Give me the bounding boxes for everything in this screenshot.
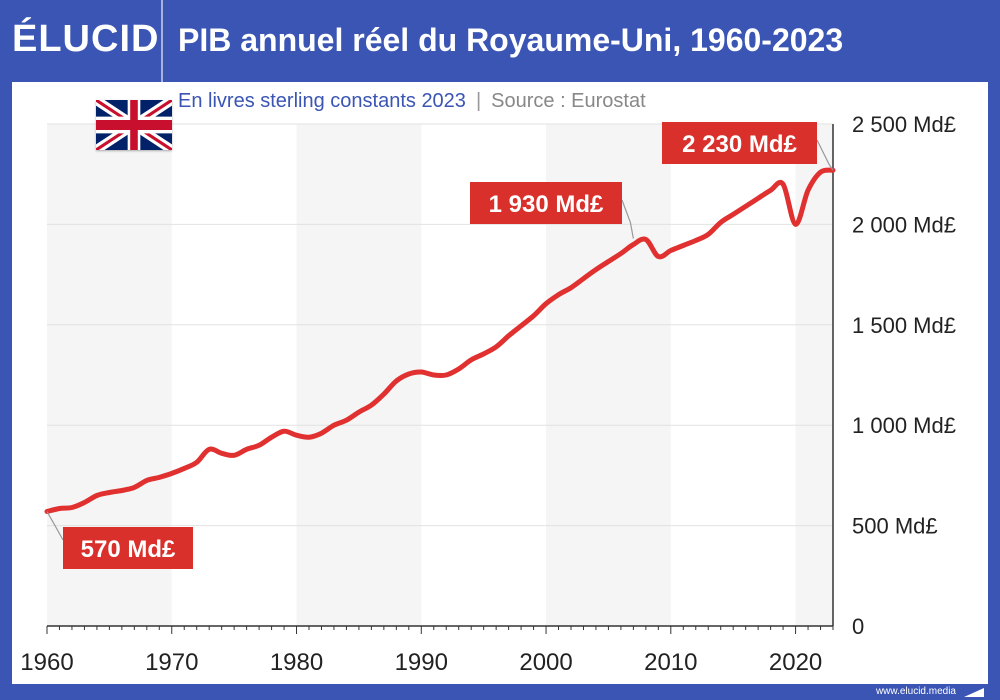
- uk-flag-icon: [96, 100, 172, 150]
- x-tick-label: 2020: [769, 649, 822, 676]
- y-tick-label: 2 500 Md£: [852, 112, 956, 137]
- header-divider: [161, 0, 163, 82]
- y-tick-label: 1 000 Md£: [852, 413, 956, 438]
- annotation-box: [470, 182, 622, 224]
- annotation-leader: [816, 139, 834, 171]
- x-tick-label: 1960: [20, 649, 73, 676]
- y-tick-label: 0: [852, 614, 864, 639]
- annotation-box: [63, 527, 193, 569]
- annotation-label: 570 Md£: [81, 536, 176, 563]
- annotation-leader: [46, 511, 64, 541]
- chart-subtitle: En livres sterling constants 2023 | Source…: [178, 90, 646, 113]
- brand-logo: ÉLUCID: [12, 18, 160, 60]
- elucid-mark-icon: [964, 688, 984, 697]
- grid-band: [795, 124, 833, 626]
- subtitle-text: En livres sterling constants 2023: [178, 90, 466, 112]
- x-tick-label: 2000: [519, 649, 572, 676]
- annotation-label: 1 930 Md£: [489, 191, 604, 218]
- y-tick-label: 2 000 Md£: [852, 212, 956, 237]
- y-tick-label: 1 500 Md£: [852, 313, 956, 338]
- x-tick-label: 1980: [270, 649, 323, 676]
- series-line: [44, 167, 836, 514]
- grid-band: [296, 124, 422, 626]
- header: ÉLUCID PIB annuel réel du Royaume-Uni, 1…: [0, 0, 1000, 82]
- x-tick-label: 1970: [145, 649, 198, 676]
- chart-title: PIB annuel réel du Royaume-Uni, 1960-202…: [178, 22, 844, 58]
- x-tick-label: 2010: [644, 649, 697, 676]
- annotation-box: [662, 122, 817, 164]
- annotation-leader: [621, 199, 634, 239]
- x-tick-label: 1990: [395, 649, 448, 676]
- annotation-label: 2 230 Md£: [682, 131, 797, 158]
- subtitle-separator: |: [475, 90, 482, 112]
- y-tick-label: 500 Md£: [852, 514, 938, 539]
- source-text: Source : Eurostat: [491, 90, 646, 112]
- footer-url[interactable]: www.elucid.media: [875, 686, 956, 697]
